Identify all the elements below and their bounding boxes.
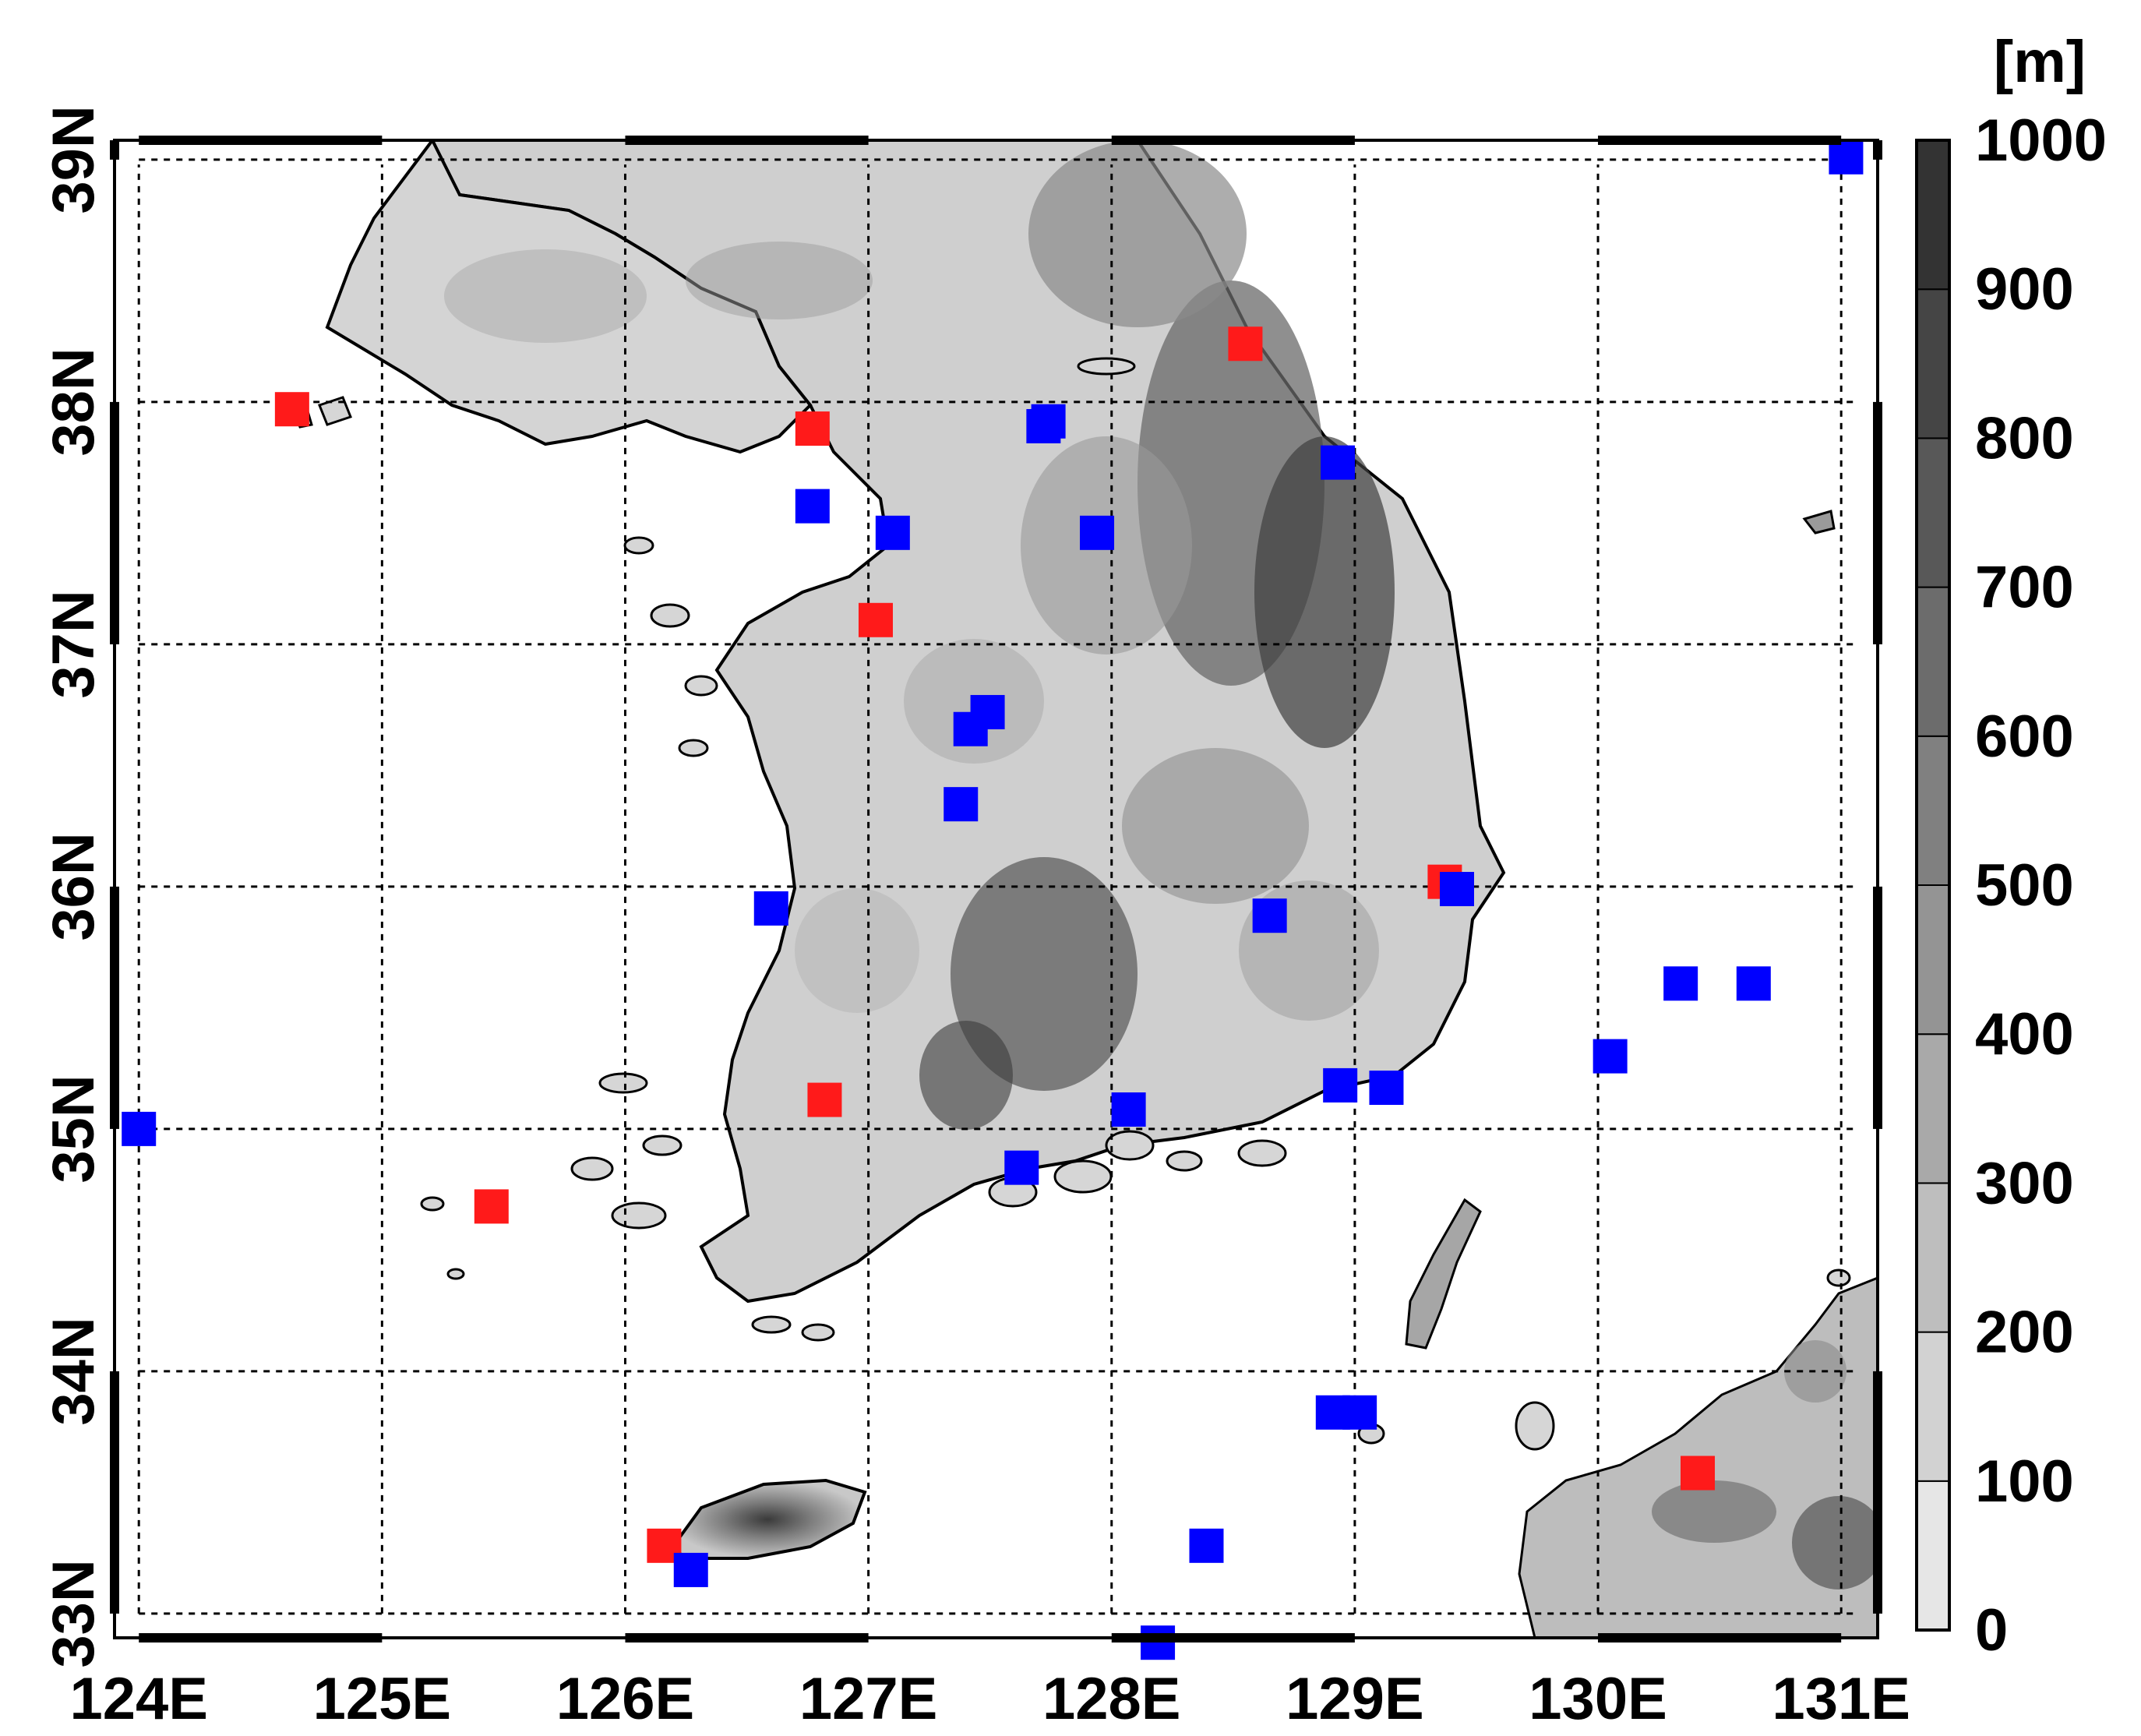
lat-tick-label: 38N (41, 348, 107, 456)
colorbar-level-label: 1000 (1975, 108, 2107, 174)
blue-station-marker (1004, 1150, 1039, 1185)
colorbar-level-label: 0 (1975, 1597, 2008, 1664)
lat-tick-label: 36N (41, 832, 107, 940)
colorbar-band (1916, 437, 1950, 588)
red-station-marker (807, 1082, 842, 1117)
map-border-bars (110, 136, 1882, 1642)
lon-tick-label: 126E (556, 1666, 695, 1732)
border-bar-right (1873, 401, 1882, 644)
jeju-island (667, 1478, 867, 1560)
border-bar-top (139, 136, 383, 145)
lon-tick-label: 124E (69, 1666, 208, 1732)
tsushima-island (1405, 1198, 1482, 1350)
border-bar-right (1873, 1371, 1882, 1614)
colorbar-band (1916, 735, 1950, 886)
lon-tick-label: 128E (1042, 1666, 1181, 1732)
colorbar-level-label: 100 (1975, 1448, 2074, 1515)
colorbar-band (1916, 586, 1950, 737)
colorbar-band (1916, 1480, 1950, 1632)
colorbar-band (1916, 1182, 1950, 1333)
lat-tick-label: 33N (41, 1559, 107, 1667)
border-bar-bottom (1598, 1633, 1842, 1642)
station-markers (122, 139, 1864, 1660)
border-bar-right (1873, 140, 1882, 160)
blue-station-marker (1252, 898, 1287, 933)
ulleung-island (1802, 510, 1836, 535)
red-station-marker (274, 392, 309, 427)
blue-station-marker (953, 711, 988, 746)
border-bar-top (1598, 136, 1842, 145)
border-bar-bottom (139, 1633, 383, 1642)
colorbar-band (1916, 1033, 1950, 1184)
blue-station-marker (1323, 1067, 1358, 1103)
colorbar-band (1916, 1331, 1950, 1482)
border-bar-top (625, 136, 869, 145)
blue-station-marker (875, 515, 910, 550)
lon-tick-label: 125E (313, 1666, 452, 1732)
colorbar-band (1916, 288, 1950, 439)
red-station-marker (1681, 1455, 1716, 1491)
small-islands (295, 357, 1851, 1451)
colorbar-level-label: 600 (1975, 704, 2074, 770)
lat-tick-label: 35N (41, 1074, 107, 1183)
blue-station-marker (1593, 1039, 1628, 1074)
red-station-marker (474, 1189, 509, 1224)
colorbar-level-label: 200 (1975, 1300, 2074, 1366)
colorbar-unit-label: [m] (1994, 29, 2086, 95)
latitude-labels: 33N 34N 35N 36N 37N 38N 39N (41, 105, 107, 1667)
border-bar-left (110, 1371, 119, 1614)
border-bar-left (110, 140, 119, 160)
lon-tick-label: 127E (799, 1666, 938, 1732)
lat-tick-label: 37N (41, 590, 107, 698)
blue-station-marker (1141, 1625, 1176, 1660)
blue-station-marker (1031, 404, 1066, 439)
colorbar-level-label: 300 (1975, 1150, 2074, 1216)
border-bar-bottom (1111, 1633, 1355, 1642)
colorbar-level-label: 500 (1975, 852, 2074, 919)
red-station-marker (795, 411, 830, 446)
blue-station-marker (122, 1111, 157, 1146)
lon-tick-label: 129E (1286, 1666, 1424, 1732)
border-bar-top (1111, 136, 1355, 145)
colorbar-frame (1915, 139, 1951, 1632)
colorbar-level-label: 900 (1975, 256, 2074, 323)
blue-station-marker (1321, 445, 1356, 480)
colorbar-level-label: 400 (1975, 1001, 2074, 1067)
blue-station-marker (1369, 1071, 1404, 1106)
blue-station-marker (1189, 1528, 1224, 1563)
longitude-labels: 124E 125E 126E 127E 128E 129E 130E 131E (69, 1666, 1910, 1732)
blue-station-marker (1111, 1092, 1146, 1127)
blue-station-marker (1342, 1395, 1377, 1430)
border-bar-left (110, 401, 119, 644)
colorbar-level-label: 700 (1975, 555, 2074, 621)
lat-tick-label: 34N (41, 1317, 107, 1425)
blue-station-marker (1736, 966, 1771, 1001)
border-bar-bottom (625, 1633, 869, 1642)
blue-station-marker (673, 1552, 708, 1587)
blue-station-marker (1440, 872, 1475, 906)
border-bar-right (1873, 886, 1882, 1129)
gridlines (137, 158, 1854, 1615)
blue-station-marker (795, 489, 830, 524)
lon-tick-label: 131E (1772, 1666, 1910, 1732)
border-bar-left (110, 886, 119, 1129)
blue-station-marker (1080, 515, 1115, 550)
blue-station-marker (753, 891, 788, 926)
lat-tick-label: 39N (41, 105, 107, 213)
lon-tick-label: 130E (1529, 1666, 1667, 1732)
blue-station-marker (1829, 139, 1864, 175)
red-station-marker (1228, 326, 1263, 362)
colorbar-level-label: 800 (1975, 405, 2074, 471)
elevation-colorbar: 0 100 200 300 400 500 600 700 800 900 1000 (1915, 108, 2107, 1664)
colorbar-band (1916, 139, 1950, 291)
red-station-marker (858, 602, 893, 637)
colorbar-band (1916, 884, 1950, 1036)
blue-station-marker (944, 787, 979, 822)
blue-station-marker (1663, 966, 1698, 1001)
